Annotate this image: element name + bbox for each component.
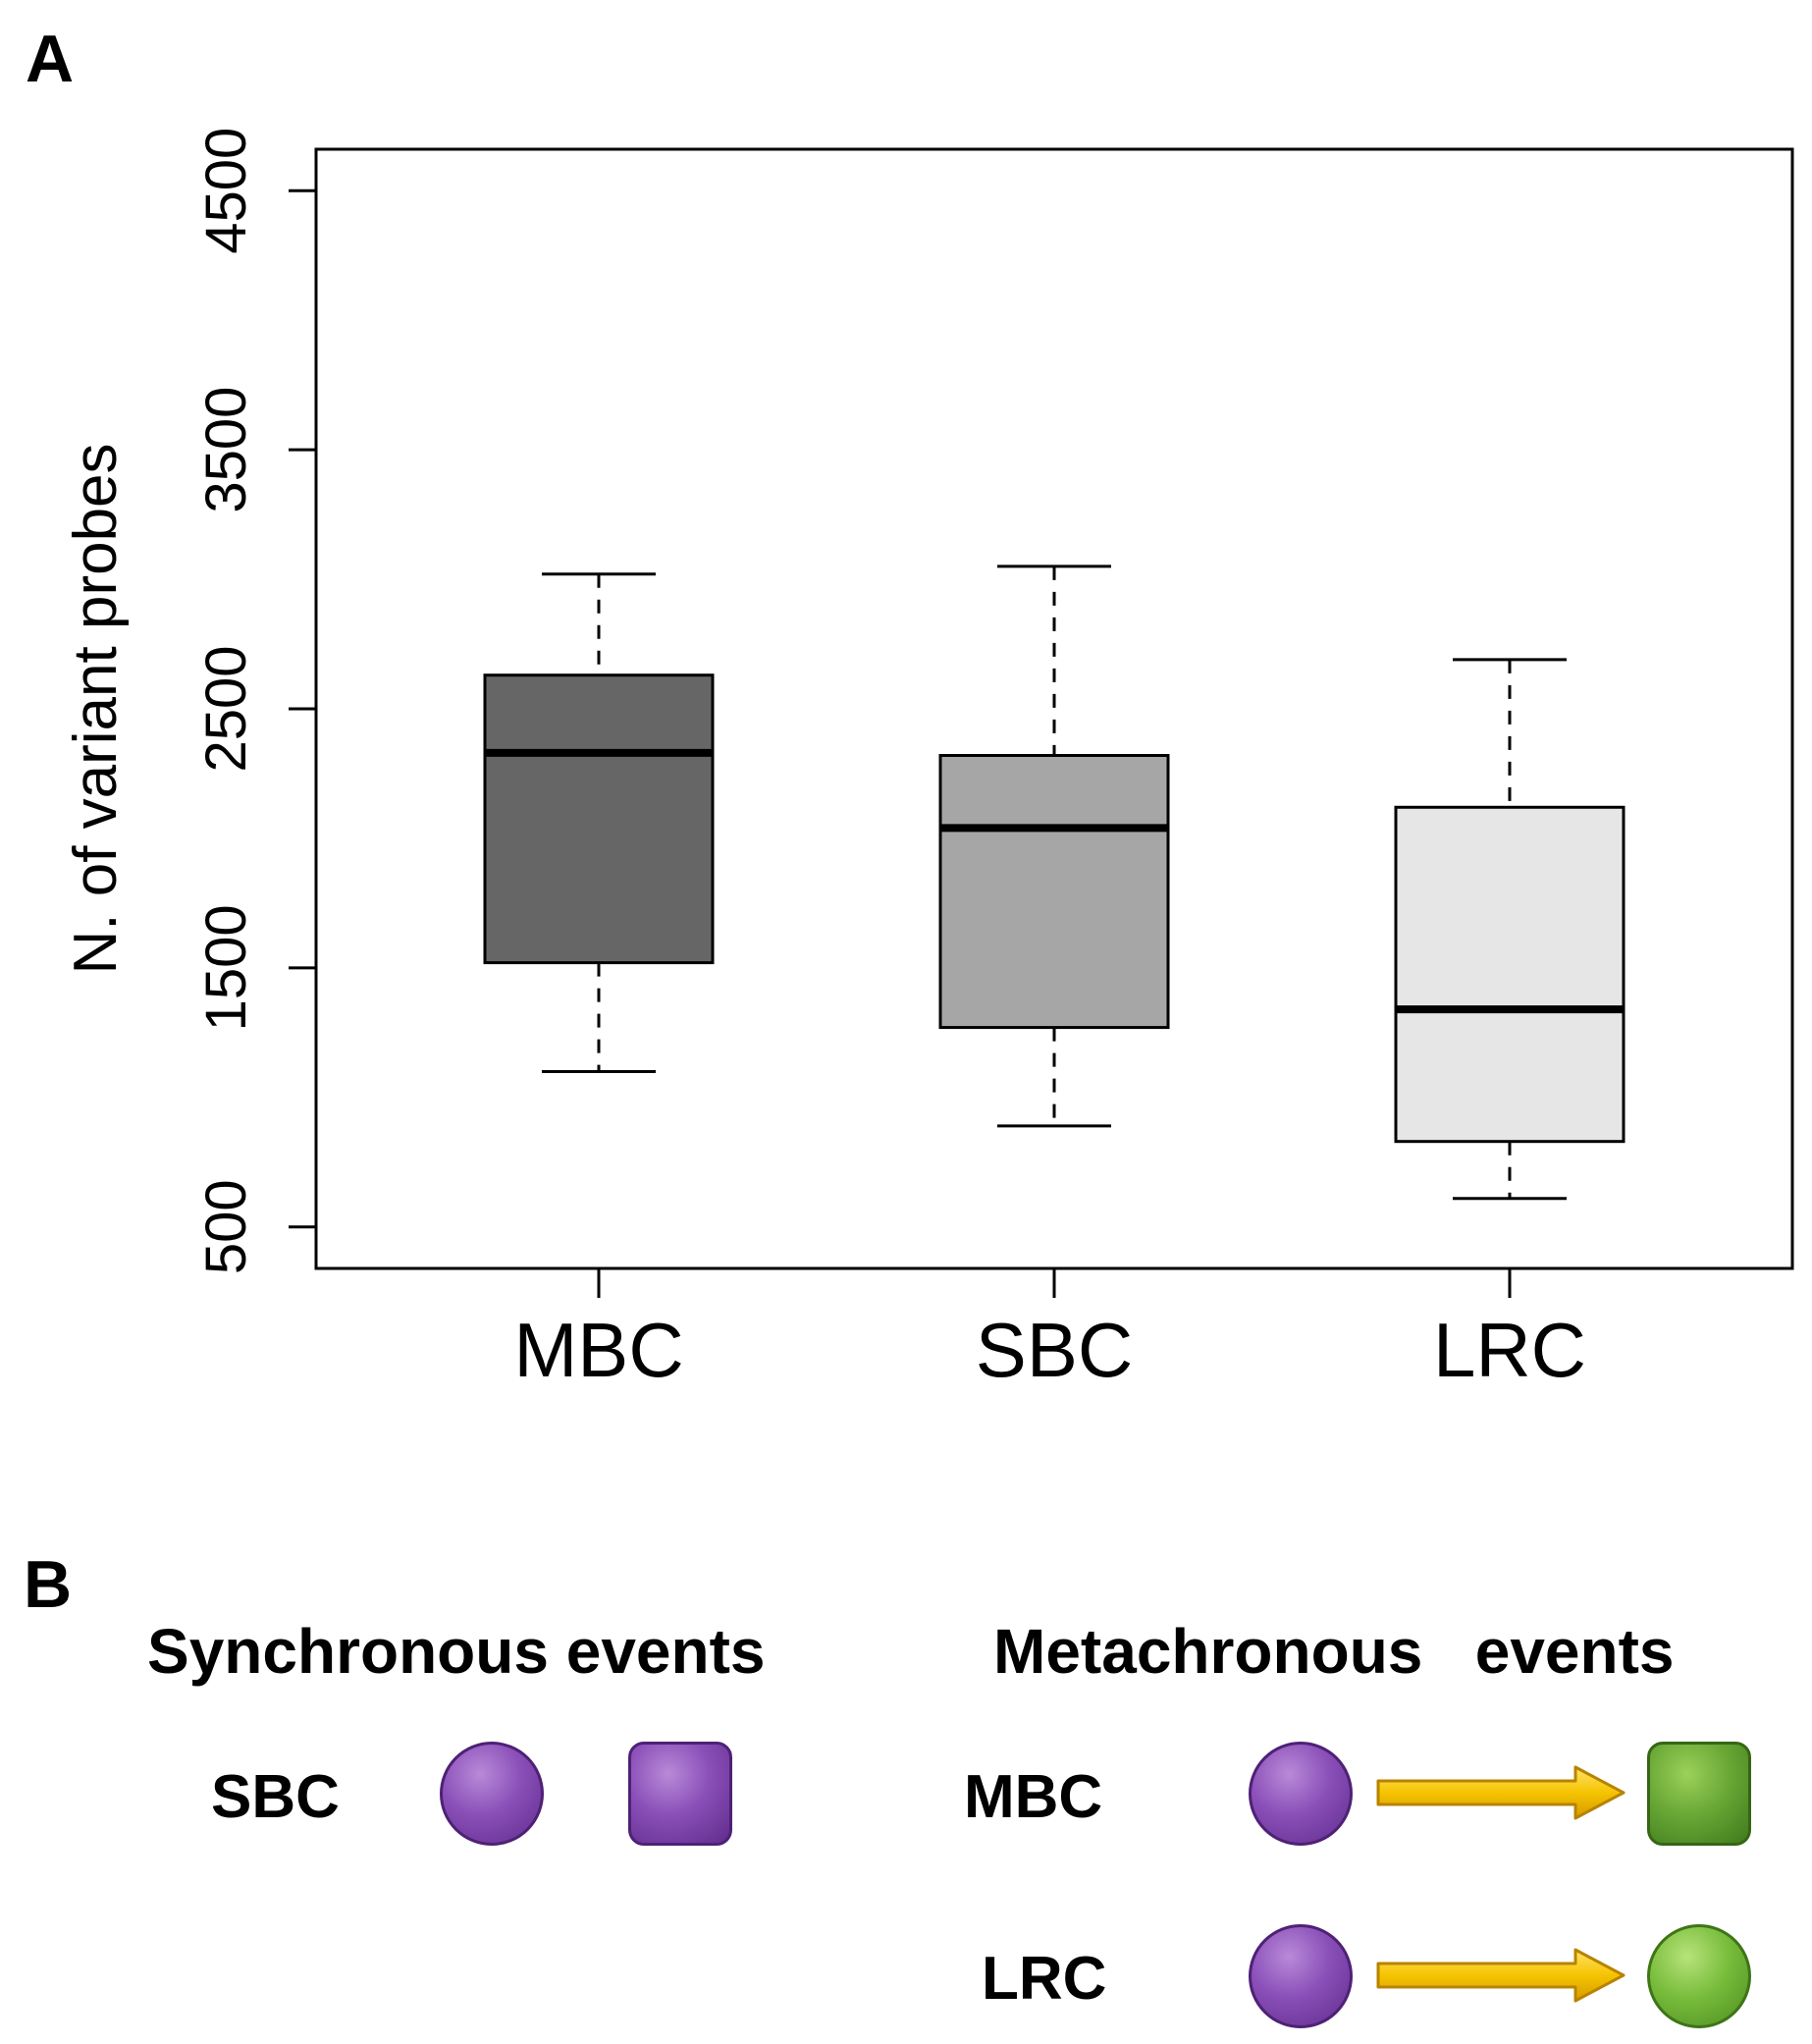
green-circle-icon [1647, 1924, 1751, 2028]
purple-circle-icon [440, 1742, 544, 1846]
green-square-icon [1647, 1742, 1751, 1846]
yellow-arrow-icon [1376, 1948, 1625, 2003]
box-sbc [938, 754, 1170, 1030]
y-tick-label: 4500 [194, 128, 258, 254]
synchronous-heading: Synchronous events [147, 1616, 766, 1687]
meta-row-label-lrc: LRC [982, 1945, 1107, 2013]
box-lrc [1394, 805, 1625, 1144]
y-tick-label: 1500 [194, 904, 258, 1031]
x-tick-label: SBC [976, 1307, 1133, 1393]
purple-circle-icon [1249, 1924, 1353, 2028]
box-plot-chart: 500 1500 2500 3500 4500 N. of variant probes M… [62, 128, 1794, 1393]
meta-row-label-mbc: MBC [964, 1763, 1103, 1831]
y-tick-label: 500 [194, 1179, 258, 1274]
purple-square-icon [628, 1742, 732, 1846]
yellow-arrow-icon [1376, 1765, 1625, 1820]
y-axis-title: N. of variant probes [62, 443, 130, 974]
box-mbc [483, 673, 715, 965]
x-tick-label: MBC [513, 1307, 683, 1393]
panel-b-label: B [24, 1547, 73, 1622]
sync-row-label-sbc: SBC [211, 1763, 340, 1831]
metachronous-heading: Metachronous events [993, 1616, 1675, 1687]
y-tick-label: 2500 [194, 645, 258, 772]
y-tick-label: 3500 [194, 387, 258, 513]
purple-circle-icon [1249, 1742, 1353, 1846]
x-tick-label: LRC [1433, 1307, 1586, 1393]
panel-a-label: A [26, 22, 75, 96]
